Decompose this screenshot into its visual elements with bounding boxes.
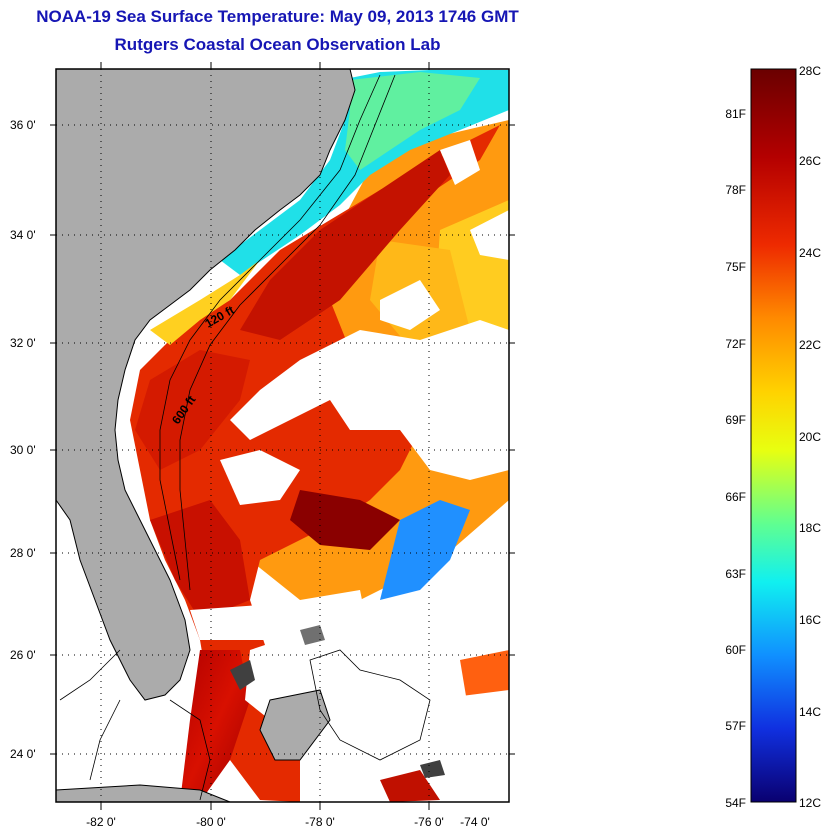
colorbar-fahrenheit-labels: 81F 78F 75F 72F 69F 66F 63F 60F 57F 54F xyxy=(725,107,746,810)
lon-label: -76 0' xyxy=(414,815,444,829)
lat-label: 26 0' xyxy=(10,648,36,662)
fahrenheit-label: 63F xyxy=(725,567,746,581)
fahrenheit-label: 69F xyxy=(725,413,746,427)
map-grid xyxy=(56,69,509,802)
fahrenheit-label: 75F xyxy=(725,260,746,274)
map-frame-border xyxy=(55,68,510,803)
fahrenheit-label: 54F xyxy=(725,796,746,810)
lat-label: 34 0' xyxy=(10,228,36,242)
lat-label: 30 0' xyxy=(10,443,36,457)
celsius-label: 28C xyxy=(799,64,821,78)
map-subtitle: Rutgers Coastal Ocean Observation Lab xyxy=(114,35,441,54)
celsius-label: 26C xyxy=(799,154,821,168)
lon-label: -74 0' xyxy=(460,815,490,829)
colorbar xyxy=(750,68,797,803)
lat-label: 36 0' xyxy=(10,118,36,132)
colorbar-celsius-labels: 28C 26C 24C 22C 20C 18C 16C 14C 12C xyxy=(799,64,821,810)
map-title: NOAA-19 Sea Surface Temperature: May 09,… xyxy=(36,7,519,26)
lon-label: -78 0' xyxy=(305,815,335,829)
fahrenheit-label: 60F xyxy=(725,643,746,657)
fahrenheit-label: 66F xyxy=(725,490,746,504)
celsius-label: 18C xyxy=(799,521,821,535)
celsius-label: 20C xyxy=(799,430,821,444)
celsius-label: 24C xyxy=(799,246,821,260)
celsius-label: 12C xyxy=(799,796,821,810)
lat-label: 24 0' xyxy=(10,747,36,761)
map-ticks xyxy=(50,62,515,810)
fahrenheit-label: 57F xyxy=(725,719,746,733)
lon-label: -80 0' xyxy=(196,815,226,829)
lon-label: -82 0' xyxy=(86,815,116,829)
celsius-label: 22C xyxy=(799,338,821,352)
fahrenheit-label: 78F xyxy=(725,183,746,197)
fahrenheit-label: 72F xyxy=(725,337,746,351)
sst-field xyxy=(56,69,509,802)
lat-label: 28 0' xyxy=(10,546,36,560)
fahrenheit-label: 81F xyxy=(725,107,746,121)
lat-label: 32 0' xyxy=(10,336,36,350)
celsius-label: 14C xyxy=(799,705,821,719)
celsius-label: 16C xyxy=(799,613,821,627)
